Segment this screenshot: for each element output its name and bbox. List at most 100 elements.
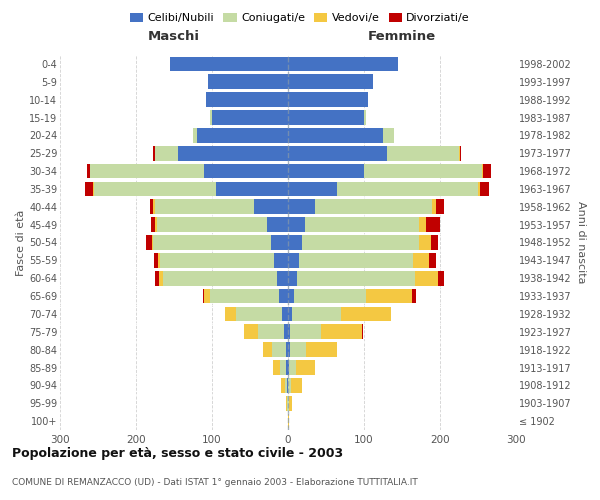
Bar [154, 253, 158, 268]
Bar [85, 182, 92, 196]
Bar [158, 253, 160, 268]
Bar [273, 360, 280, 375]
Bar [236, 306, 282, 322]
Bar [288, 74, 373, 89]
Bar [155, 200, 254, 214]
Bar [306, 342, 337, 357]
Bar [211, 110, 212, 125]
Bar [208, 74, 288, 89]
Bar [362, 324, 363, 339]
Bar [257, 324, 284, 339]
Bar [288, 200, 314, 214]
Bar [280, 360, 286, 375]
Bar [431, 235, 439, 250]
Bar [152, 235, 154, 250]
Bar [88, 164, 89, 178]
Bar [286, 396, 287, 410]
Bar [274, 253, 288, 268]
Bar [288, 324, 290, 339]
Bar [478, 182, 480, 196]
Bar [291, 378, 302, 392]
Bar [206, 92, 288, 107]
Bar [272, 342, 286, 357]
Bar [155, 271, 159, 285]
Bar [155, 218, 157, 232]
Bar [203, 289, 205, 304]
Bar [337, 182, 478, 196]
Bar [287, 396, 288, 410]
Bar [160, 253, 274, 268]
Bar [216, 182, 288, 196]
Bar [155, 146, 178, 160]
Text: Popolazione per età, sesso e stato civile - 2003: Popolazione per età, sesso e stato civil… [12, 448, 343, 460]
Bar [302, 235, 419, 250]
Bar [366, 289, 412, 304]
Bar [297, 271, 415, 285]
Bar [290, 342, 306, 357]
Bar [387, 146, 459, 160]
Bar [205, 289, 211, 304]
Bar [193, 128, 197, 142]
Bar [154, 146, 155, 160]
Bar [288, 306, 292, 322]
Bar [279, 289, 288, 304]
Bar [383, 128, 394, 142]
Legend: Celibi/Nubili, Coniugati/e, Vedovi/e, Divorziati/e: Celibi/Nubili, Coniugati/e, Vedovi/e, Di… [125, 8, 475, 28]
Bar [428, 253, 436, 268]
Bar [415, 271, 438, 285]
Bar [288, 128, 383, 142]
Bar [205, 164, 288, 178]
Bar [263, 342, 272, 357]
Bar [288, 360, 289, 375]
Bar [320, 324, 362, 339]
Bar [296, 360, 316, 375]
Bar [364, 164, 482, 178]
Bar [267, 218, 288, 232]
Bar [419, 218, 427, 232]
Bar [277, 271, 288, 285]
Bar [178, 146, 288, 160]
Bar [288, 235, 302, 250]
Bar [197, 128, 288, 142]
Bar [299, 253, 413, 268]
Bar [288, 164, 364, 178]
Y-axis label: Fasce di età: Fasce di età [16, 210, 26, 276]
Bar [225, 306, 236, 322]
Bar [294, 289, 366, 304]
Bar [305, 218, 419, 232]
Bar [159, 271, 163, 285]
Bar [288, 414, 289, 428]
Text: Maschi: Maschi [148, 30, 200, 43]
Bar [284, 324, 288, 339]
Bar [151, 200, 154, 214]
Bar [459, 146, 460, 160]
Bar [89, 164, 91, 178]
Bar [154, 235, 271, 250]
Bar [285, 378, 287, 392]
Bar [484, 164, 491, 178]
Bar [289, 396, 292, 410]
Bar [436, 200, 444, 214]
Bar [287, 378, 288, 392]
Bar [254, 200, 288, 214]
Text: COMUNE DI REMANZACCO (UD) - Dati ISTAT 1° gennaio 2003 - Elaborazione TUTTITALIA: COMUNE DI REMANZACCO (UD) - Dati ISTAT 1… [12, 478, 418, 487]
Bar [427, 218, 440, 232]
Bar [170, 56, 288, 71]
Bar [154, 200, 155, 214]
Bar [288, 289, 294, 304]
Bar [460, 146, 461, 160]
Bar [288, 378, 291, 392]
Bar [482, 164, 484, 178]
Y-axis label: Anni di nascita: Anni di nascita [575, 201, 586, 284]
Bar [290, 324, 320, 339]
Bar [412, 289, 416, 304]
Bar [286, 342, 288, 357]
Bar [288, 110, 364, 125]
Bar [151, 218, 155, 232]
Bar [288, 342, 290, 357]
Bar [211, 289, 279, 304]
Bar [244, 324, 257, 339]
Bar [288, 396, 289, 410]
Bar [364, 110, 366, 125]
Bar [94, 182, 216, 196]
